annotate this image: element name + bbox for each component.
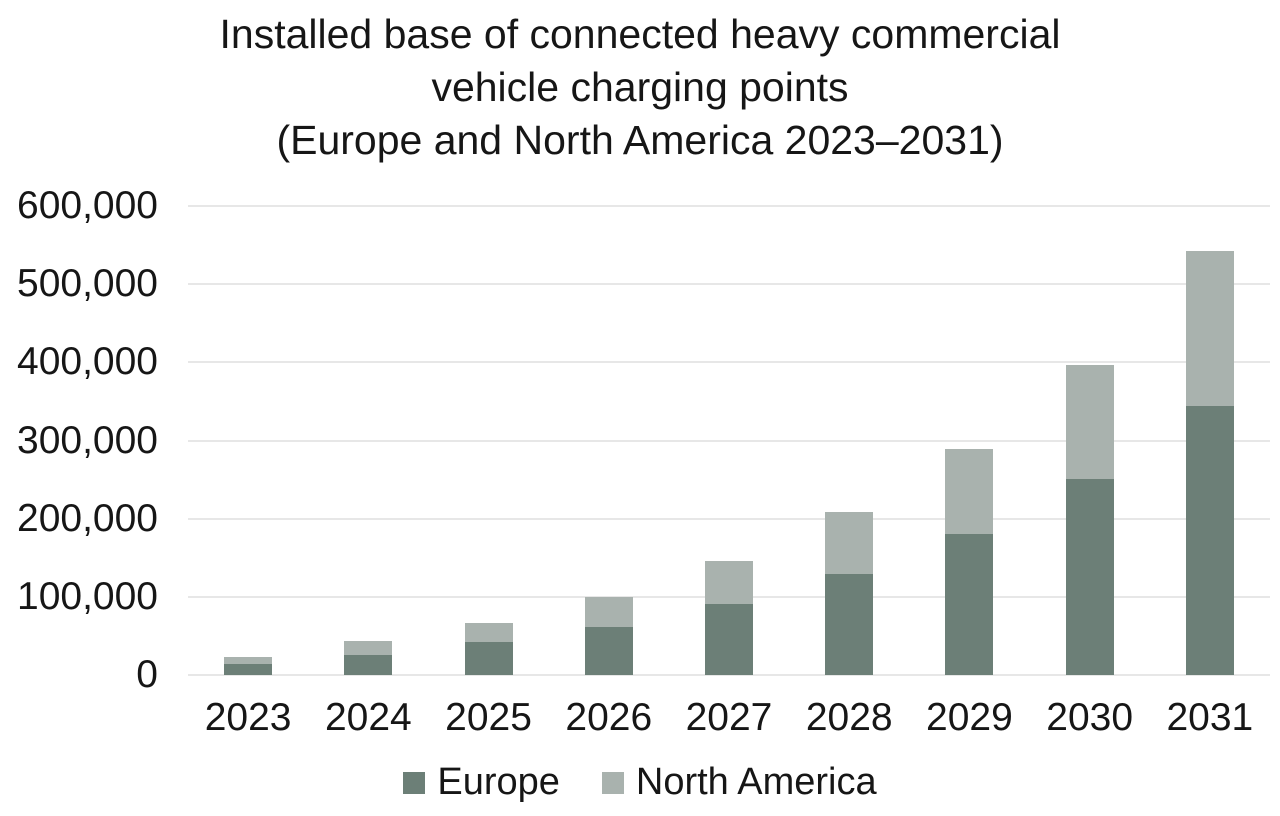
bar-segment-north-america-2030 [1065,364,1114,479]
bar-segment-europe-2023 [224,664,273,675]
legend-swatch-north-america [601,771,624,794]
bar-segment-europe-2030 [1065,478,1114,675]
x-axis-label-2029: 2029 [926,696,1013,739]
gridline-600000 [188,205,1270,207]
legend-label-europe: Europe [437,761,560,803]
bar-segment-europe-2026 [584,627,633,675]
legend-item-europe: Europe [403,761,560,804]
x-axis-labels: 2023 2024 2025 2026 2027 2028 2029 2030 2031 [188,696,1270,742]
y-axis-labels: 0 100,000 200,000 300,000 400,000 500,000 600,… [0,184,158,696]
legend-swatch-europe [403,771,426,794]
bar-segment-north-america-2024 [344,641,393,656]
x-axis-label-2025: 2025 [445,696,532,739]
x-axis-label-2031: 2031 [1166,696,1254,739]
y-axis-tick-label-400000: 400,000 [17,340,158,384]
bar-segment-north-america-2028 [825,512,874,575]
bar-segment-europe-2027 [705,603,753,675]
bar-segment-north-america-2025 [464,622,513,643]
bar-segment-north-america-2031 [1185,251,1234,407]
x-axis-label-2026: 2026 [565,696,653,739]
bar-segment-europe-2031 [1185,406,1234,675]
y-axis-tick-label-500000: 500,000 [17,262,158,306]
gridline-400000 [188,361,1270,364]
gridline-0 [188,674,1270,676]
gridline-200000 [188,517,1270,520]
gridline-300000 [188,439,1270,442]
legend-item-north-america: North America [601,761,877,804]
bar-segment-europe-2024 [344,655,393,675]
bar-segment-north-america-2026 [584,596,633,628]
x-axis-label-2024: 2024 [324,696,412,739]
y-axis-tick-label-300000: 300,000 [17,418,158,462]
y-axis-tick-label-600000: 600,000 [17,184,158,227]
y-axis-tick-label-200000: 200,000 [17,496,158,540]
x-axis-label-2030: 2030 [1046,696,1134,739]
bar-segment-north-america-2023 [224,657,273,665]
bar-segment-europe-2029 [945,533,994,675]
bar-segment-europe-2028 [825,574,874,675]
bar-segment-europe-2025 [464,642,513,675]
plot-area [188,205,1270,676]
legend: Europe North America [0,761,1280,804]
y-axis-tick-label-0: 0 [136,653,158,696]
x-axis-label-2028: 2028 [805,696,893,739]
y-axis-tick-label-100000: 100,000 [17,574,158,618]
bar-segment-north-america-2027 [705,560,753,604]
bar-segment-north-america-2029 [945,449,994,534]
x-axis-label-2027: 2027 [685,696,773,739]
chart-title: Installed base of connected heavy commer… [219,11,1061,163]
gridline-500000 [188,283,1270,286]
x-axis-label-2023: 2023 [204,696,292,739]
legend-label-north-america: North America [635,761,877,803]
